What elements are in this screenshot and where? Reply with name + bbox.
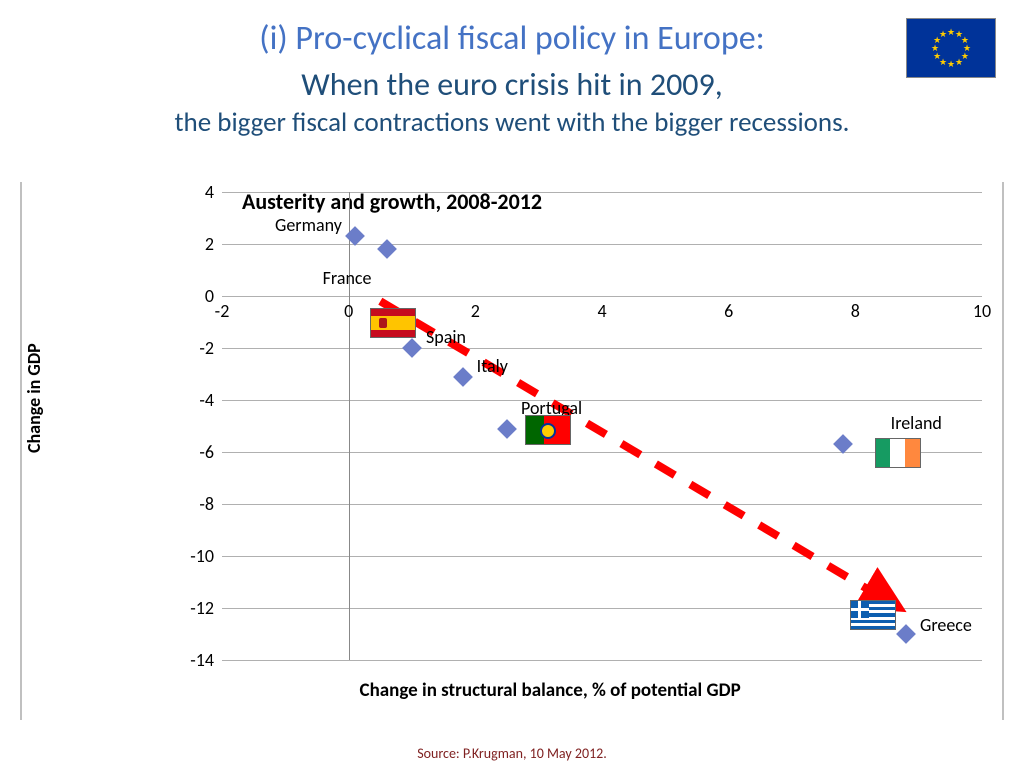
data-point [497,419,517,439]
data-point [377,239,397,259]
plot-area: -14-12-10-8-6-4-2024-20246810GermanyFran… [222,192,982,660]
flag-ireland-icon [875,438,921,468]
y-tick: -8 [174,493,214,515]
slide-description: the bigger fiscal contractions went with… [0,106,1024,139]
point-label: Ireland [891,412,942,434]
eu-flag-icon: ★★★★★★★★★★★★ [906,18,996,78]
y-tick: 4 [174,181,214,203]
y-tick: 0 [174,285,214,307]
x-tick: 10 [973,300,991,322]
x-tick: 4 [597,300,606,322]
x-tick: 8 [851,300,860,322]
y-tick: -4 [174,389,214,411]
point-label: Germany [275,214,342,236]
point-label: Italy [477,355,508,377]
slide-subtitle: When the euro crisis hit in 2009, [0,65,1024,104]
y-tick: 2 [174,233,214,255]
x-tick: 0 [344,300,353,322]
flag-greece-icon [850,600,896,630]
y-tick: -14 [174,649,214,671]
data-point [896,624,916,644]
y-tick: -6 [174,441,214,463]
trend-arrow [222,192,982,660]
point-label: Greece [920,614,972,636]
y-tick: -10 [174,545,214,567]
x-tick: 2 [471,300,480,322]
slide-title: (i) Pro-cyclical fiscal policy in Europe… [0,0,1024,59]
x-tick: -2 [215,300,230,322]
y-axis-label: Change in GDP [23,343,45,453]
x-tick: 6 [724,300,733,322]
source-citation: Source: P.Krugman, 10 May 2012. [417,745,607,762]
y-tick: -2 [174,337,214,359]
y-tick: -12 [174,597,214,619]
point-label: France [323,267,372,289]
x-axis-label: Change in structural balance, % of poten… [360,679,741,702]
flag-spain-icon [370,308,416,338]
point-label: Spain [426,326,466,348]
austerity-growth-chart: Austerity and growth, 2008-2012 Change i… [20,182,1004,720]
data-point [402,338,422,358]
data-point [453,367,473,387]
flag-portugal-icon [525,415,571,445]
